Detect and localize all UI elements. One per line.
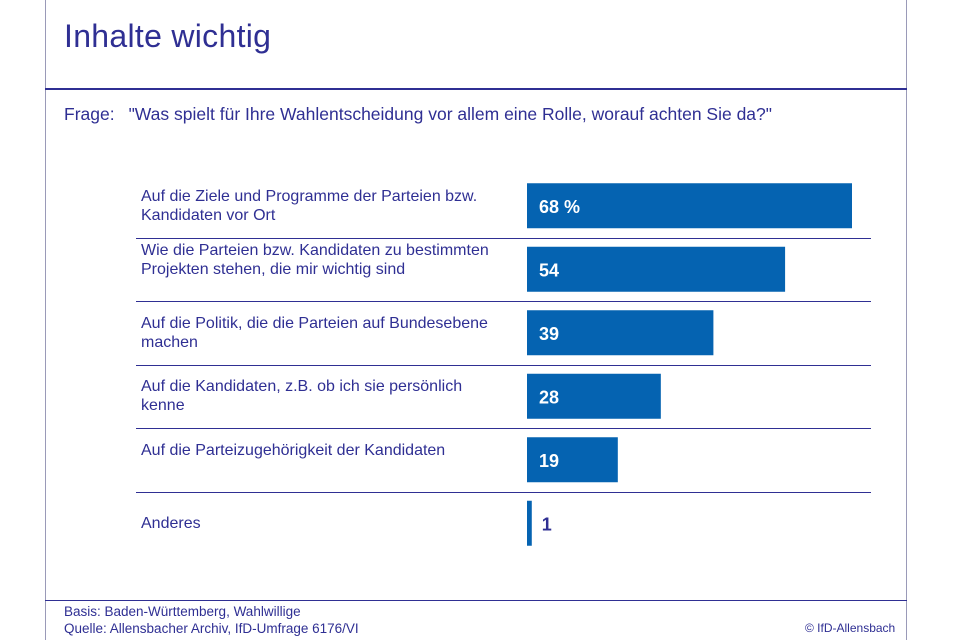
bar-value-label: 28: [539, 387, 559, 407]
bar-value-label: 39: [539, 324, 559, 344]
bar: [527, 310, 714, 356]
frame-left-border: [45, 0, 46, 640]
question-text: "Was spielt für Ihre Wahlentscheidung vo…: [128, 104, 772, 124]
category-label: Auf die Politik, die die Parteien auf Bu…: [141, 314, 488, 351]
bar-value-label: 68 %: [539, 197, 580, 217]
category-label: Auf die Ziele und Programme der Parteien…: [141, 187, 478, 224]
category-label: Auf die Kandidaten, z.B. ob ich sie pers…: [141, 378, 463, 415]
footer-divider: [45, 600, 907, 601]
bar-value-label: 1: [542, 514, 552, 534]
page-title: Inhalte wichtig: [64, 18, 272, 54]
row-separator: [136, 492, 871, 493]
bar: [527, 437, 618, 483]
survey-question: Frage: "Was spielt für Ihre Wahlentscheid…: [64, 104, 894, 125]
row-separator: [136, 238, 871, 239]
bar-value-label: 54: [539, 260, 559, 280]
row-separator: [136, 365, 871, 366]
bar: [527, 373, 661, 419]
footer-source: Quelle: Allensbacher Archiv, IfD-Umfrage…: [64, 621, 359, 636]
row-separator: [136, 301, 871, 302]
title-divider: [45, 88, 907, 90]
category-label: Wie die Parteien bzw. Kandidaten zu best…: [141, 241, 489, 278]
category-label: Anderes: [141, 514, 201, 532]
bar: [527, 246, 786, 292]
footer-basis: Basis: Baden-Württemberg, Wahlwillige: [64, 604, 301, 619]
category-label: Auf die Parteizugehörigkeit der Kandidat…: [141, 441, 446, 459]
copyright-notice: © IfD-Allensbach: [805, 621, 896, 635]
row-separator: [136, 428, 871, 429]
bar: [527, 183, 852, 229]
question-label: Frage:: [64, 104, 115, 124]
frame-right-border: [906, 0, 907, 640]
bar-value-label: 19: [539, 451, 559, 471]
bar: [527, 500, 532, 546]
